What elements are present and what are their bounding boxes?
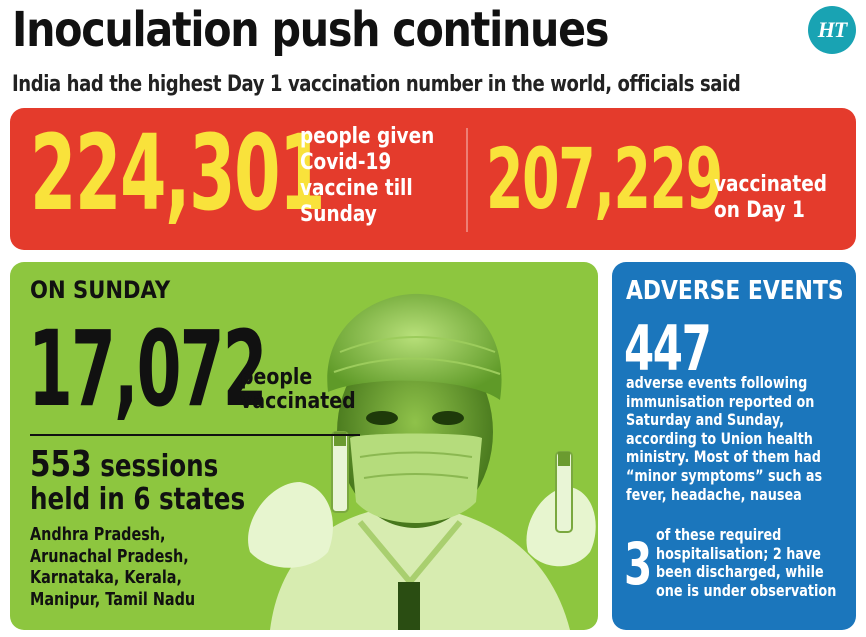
ht-logo-icon: HT (808, 6, 856, 54)
sunday-divider (30, 434, 360, 436)
hospitalisation-text: of these required hospitalisation; 2 hav… (656, 525, 837, 600)
on-sunday-panel: ON SUNDAY 17,072 people vaccinated 553 s… (10, 262, 598, 630)
hospitalisation-number: 3 (624, 530, 653, 598)
on-sunday-heading: ON SUNDAY (30, 276, 171, 304)
sunday-vaccinated-number: 17,072 (28, 308, 268, 430)
total-vaccinated-label: people given Covid-19 vaccine till Sunda… (300, 124, 435, 227)
adverse-events-description: adverse events following immunisation re… (626, 373, 823, 504)
day1-vaccinated-number: 207,229 (486, 130, 723, 228)
sunday-vaccinated-label: people vaccinated (240, 365, 356, 414)
page-subtitle: India had the highest Day 1 vaccination … (12, 72, 741, 97)
sessions-text: sessions (100, 449, 219, 484)
top-stats-panel: 224,301 people given Covid-19 vaccine ti… (10, 108, 856, 250)
adverse-events-number: 447 (624, 312, 712, 385)
adverse-events-panel: ADVERSE EVENTS 447 adverse events follow… (612, 262, 856, 630)
total-vaccinated-number: 224,301 (30, 112, 325, 234)
sessions-states-text: held in 6 states (30, 482, 246, 517)
page-title: Inoculation push continues (12, 2, 609, 58)
day1-vaccinated-label: vaccinated on Day 1 (714, 172, 827, 223)
stats-divider (466, 128, 468, 232)
states-list: Andhra Pradesh, Arunachal Pradesh, Karna… (30, 524, 196, 610)
sessions-number: 553 (30, 444, 92, 485)
adverse-events-heading: ADVERSE EVENTS (626, 276, 844, 306)
sessions-info: 553 sessions held in 6 states (30, 447, 246, 517)
health-worker-photo-icon (248, 293, 596, 630)
